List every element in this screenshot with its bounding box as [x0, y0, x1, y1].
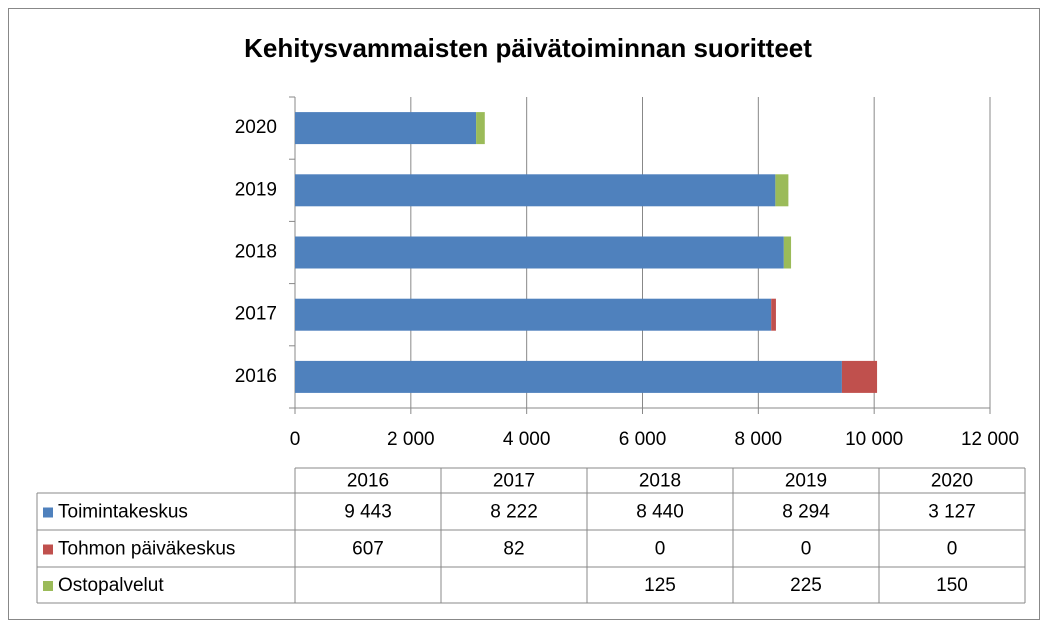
table-cell: 0	[655, 539, 666, 560]
table-cell: 8 294	[782, 502, 830, 523]
bar	[295, 298, 772, 331]
bar	[775, 174, 789, 207]
bar	[295, 174, 776, 207]
legend-label: Ostopalvelut	[58, 575, 164, 596]
table-cell: 9 443	[344, 502, 392, 523]
table-cell: 0	[947, 539, 958, 560]
legend-swatch	[43, 581, 53, 591]
x-tick-label: 6 000	[619, 429, 667, 450]
bar	[295, 360, 842, 393]
chart-title: Kehitysvammaisten päivätoiminnan suoritt…	[244, 33, 812, 63]
bar	[476, 112, 485, 145]
x-tick-label: 4 000	[503, 429, 551, 450]
x-tick-label: 8 000	[735, 429, 783, 450]
table-cell: 0	[801, 539, 812, 560]
y-tick-label: 2018	[235, 242, 277, 263]
legend-swatch	[43, 544, 53, 555]
legend-swatch	[43, 507, 53, 518]
bar	[783, 236, 792, 269]
x-tick-label: 12 000	[961, 429, 1019, 450]
y-tick-label: 2019	[235, 179, 277, 200]
bar	[771, 298, 776, 331]
x-tick-label: 10 000	[845, 429, 903, 450]
y-tick-label: 2020	[235, 117, 277, 138]
y-tick-label: 2016	[235, 366, 277, 387]
x-tick-label: 0	[290, 429, 301, 450]
legend-label: Toimintakeskus	[58, 502, 188, 523]
table-header: 2019	[785, 471, 827, 492]
table-header: 2016	[347, 471, 389, 492]
table-cell: 8 440	[636, 502, 684, 523]
table-header: 2020	[931, 471, 973, 492]
table-cell: 125	[644, 575, 676, 596]
bar	[295, 112, 477, 145]
legend-label: Tohmon päiväkeskus	[58, 539, 235, 560]
x-tick-label: 2 000	[387, 429, 435, 450]
table-header: 2017	[493, 471, 535, 492]
table-cell: 607	[352, 539, 384, 560]
bar	[841, 360, 878, 393]
bar	[295, 236, 784, 269]
table-cell: 225	[790, 575, 822, 596]
y-tick-label: 2017	[235, 304, 277, 325]
table-cell: 8 222	[490, 502, 538, 523]
table-cell: 150	[936, 575, 968, 596]
table-header: 2018	[639, 471, 681, 492]
table-cell: 3 127	[928, 502, 976, 523]
table-cell: 82	[503, 539, 524, 560]
